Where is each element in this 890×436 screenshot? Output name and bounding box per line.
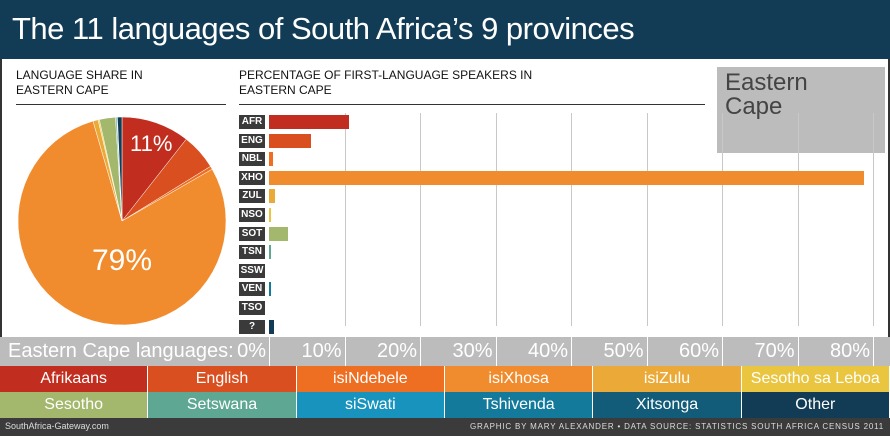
- pie-label-afrikaans: 11%: [130, 131, 173, 156]
- legend-item-setswana: Setswana: [148, 392, 297, 418]
- tick-label: 70%: [754, 340, 795, 362]
- divider: [16, 104, 226, 105]
- gridline: [344, 113, 346, 326]
- region-label-box: Eastern Cape: [717, 67, 885, 153]
- gridline: [797, 113, 799, 326]
- bar-label: SOT: [239, 226, 265, 241]
- bar-nbl: [269, 152, 273, 167]
- tick-label: 10%: [301, 340, 342, 362]
- tick-separator: [344, 337, 346, 366]
- title-bar: The 11 languages of South Africa’s 9 pro…: [0, 0, 890, 59]
- tick-separator: [420, 337, 421, 366]
- legend-item-xitsonga: Xitsonga: [593, 392, 742, 418]
- x-axis: Eastern Cape languages: 0% 10% 20% 30% 40% 50…: [0, 337, 890, 366]
- tick-separator: [269, 337, 270, 366]
- pie-header: LANGUAGE SHARE IN EASTERN CAPE: [16, 68, 143, 98]
- bar-tsn: [269, 245, 271, 260]
- tick-label: 20%: [376, 340, 417, 362]
- legend-item-sesotho-sa-leboa: Sesotho sa Leboa: [741, 366, 890, 392]
- bar-afr: [269, 115, 350, 129]
- footer: SouthAfrica-Gateway.com GRAPHIC BY MARY …: [0, 418, 890, 436]
- legend-item-afrikaans: Afrikaans: [0, 366, 149, 392]
- legend-row-2: Sesotho Setswana siSwati Tshivenda Xitsonga O…: [0, 392, 890, 418]
- tick-label: 40%: [527, 340, 568, 362]
- pie-header-line2: EASTERN CAPE: [16, 83, 109, 97]
- pie-label-isixhosa: 79%: [92, 244, 153, 277]
- bar-label: TSN: [239, 245, 265, 260]
- legend-item-isindebele: isiNdebele: [296, 366, 445, 392]
- bar-nso: [269, 208, 271, 222]
- bar-ven: [269, 282, 271, 297]
- tick-label: 50%: [603, 340, 644, 362]
- divider: [239, 104, 705, 105]
- legend-item-isixhosa: isiXhosa: [444, 366, 594, 392]
- tick-separator: [722, 337, 723, 366]
- pie-slice-isixhosa: [17, 120, 227, 326]
- legend-row-1: Afrikaans English isiNdebele isiXhosa isiZul…: [0, 366, 890, 392]
- bar-label: ENG: [239, 133, 265, 148]
- legend-item-siswati: siSwati: [296, 392, 445, 418]
- bar-xho: [269, 170, 864, 185]
- pie-header-line1: LANGUAGE SHARE IN: [16, 68, 143, 82]
- gridline: [646, 113, 648, 326]
- source-credit: GRAPHIC BY MARY ALEXANDER • DATA SOURCE:…: [469, 422, 884, 431]
- bar-label: AFR: [239, 115, 265, 129]
- tick-label: 80%: [829, 340, 870, 362]
- bar-label: NSO: [239, 208, 265, 222]
- bar-zul: [269, 189, 276, 204]
- gridline: [571, 113, 572, 326]
- pie-chart: [17, 116, 227, 326]
- legend-item-english: English: [148, 366, 297, 392]
- legend-item-tshivenda: Tshivenda: [444, 392, 594, 418]
- bar-header-line2: EASTERN CAPE: [239, 83, 332, 97]
- bar-label: VEN: [239, 282, 265, 297]
- tick-separator: [646, 337, 648, 366]
- region-name: Eastern Cape: [725, 69, 808, 120]
- pie-slice-other: [117, 116, 123, 222]
- bar-label: SSW: [239, 263, 265, 278]
- axis-title: Eastern Cape languages:: [8, 340, 234, 362]
- bar-?: [269, 319, 275, 334]
- bar-header-line1: PERCENTAGE OF FIRST-LANGUAGE SPEAKERS IN: [239, 68, 533, 82]
- gridline: [722, 113, 723, 326]
- bar-label: ZUL: [239, 189, 265, 204]
- bar-label: ?: [239, 319, 265, 334]
- tick-separator: [495, 337, 497, 366]
- bar-label: XHO: [239, 170, 265, 185]
- page-title: The 11 languages of South Africa’s 9 pro…: [12, 11, 635, 46]
- tick-separator: [571, 337, 572, 366]
- tick-separator: [797, 337, 799, 366]
- tick-label: 30%: [452, 340, 493, 362]
- bar-eng: [269, 133, 312, 148]
- legend-item-sesotho: Sesotho: [0, 392, 149, 418]
- gridline: [420, 113, 421, 326]
- legend-item-other: Other: [741, 392, 890, 418]
- gridline: [873, 113, 874, 326]
- tick-label: 0%: [237, 340, 266, 362]
- bar-label: TSO: [239, 301, 265, 315]
- site-credit: SouthAfrica-Gateway.com: [5, 421, 109, 431]
- bar-sot: [269, 226, 288, 241]
- tick-label: 60%: [678, 340, 719, 362]
- tick-separator: [873, 337, 874, 366]
- gridline: [495, 113, 497, 326]
- pie-slice-afrikaans: [121, 116, 187, 222]
- legend-item-isizulu: isiZulu: [593, 366, 742, 392]
- bar-label: NBL: [239, 152, 265, 167]
- bar-header: PERCENTAGE OF FIRST-LANGUAGE SPEAKERS IN…: [239, 68, 532, 98]
